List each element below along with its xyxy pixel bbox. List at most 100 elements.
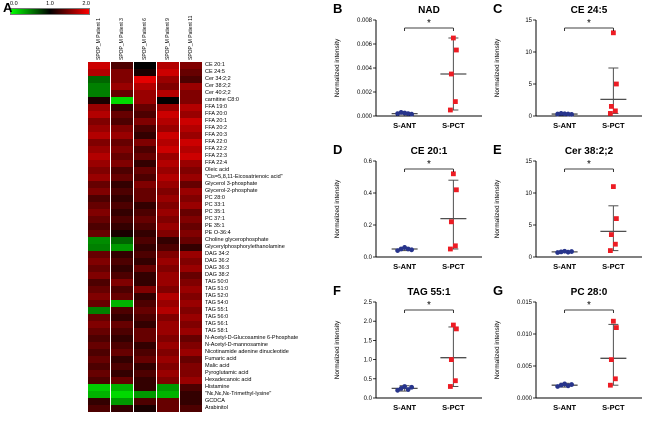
heatmap-row [88, 174, 202, 181]
data-point-s-pct [608, 357, 614, 362]
heatmap-row [88, 216, 202, 223]
y-tick-label: 0.008 [357, 18, 373, 24]
heatmap-cell [88, 391, 110, 398]
heatmap-cell [134, 293, 156, 300]
heatmap-cell [157, 405, 179, 412]
x-group-label: S-ANT [393, 262, 416, 271]
heatmap-cell [134, 167, 156, 174]
heatmap-cell [88, 321, 110, 328]
heatmap-cell [157, 90, 179, 97]
y-tick-label: 2.0 [364, 319, 373, 325]
heatmap-cell [180, 188, 202, 195]
data-point-s-pct [452, 378, 458, 384]
y-axis-label: Normalized intensity [334, 320, 341, 379]
heatmap-row-label: DAG 38:2 [205, 272, 230, 278]
heatmap-cell [111, 258, 133, 265]
heatmap-row-label: TAG 55:1 [205, 307, 229, 313]
panel-label-c: C [493, 1, 503, 16]
data-point-s-pct [607, 248, 613, 253]
significance-star: * [427, 300, 431, 311]
heatmap-row [88, 69, 202, 76]
data-point-s-pct [453, 326, 459, 332]
heatmap-cell [88, 146, 110, 153]
heatmap-cell [134, 321, 156, 328]
heatmap-row-label: GCDCA [205, 398, 225, 404]
data-point-s-ant [569, 249, 575, 254]
scatter-panel-g: G PC 28:0 0.000 0.005 0.010 0.015 Normalized … [490, 282, 650, 423]
heatmap-cell [180, 111, 202, 118]
heatmap-row-label: Nicotinamide adenine dinucleotide [205, 349, 289, 355]
data-point-s-pct [448, 357, 454, 362]
heatmap-row [88, 132, 202, 139]
heatmap-row [88, 62, 202, 69]
heatmap-cell [134, 370, 156, 377]
heatmap-cell [157, 251, 179, 258]
heatmap-colorscale: 0.0 1.0 2.0 [10, 1, 90, 15]
heatmap-cell [134, 363, 156, 370]
heatmap-row-label: Oleic acid [205, 167, 230, 173]
heatmap-cell [111, 97, 133, 104]
heatmap-cell [88, 342, 110, 349]
heatmap-cell [134, 188, 156, 195]
heatmap-cell [134, 244, 156, 251]
heatmap-cell [180, 314, 202, 321]
heatmap-cell [157, 104, 179, 111]
heatmap-cell [134, 76, 156, 83]
heatmap-cell [180, 335, 202, 342]
x-group-label: S-ANT [553, 121, 576, 130]
data-point-s-pct [613, 216, 619, 221]
heatmap-cell [157, 384, 179, 391]
heatmap-cell [180, 398, 202, 405]
heatmap-cell [157, 377, 179, 384]
data-point-s-pct [607, 111, 613, 116]
heatmap-cell [180, 118, 202, 125]
heatmap-cell [111, 167, 133, 174]
y-tick-label: 0.004 [357, 66, 373, 72]
heatmap-cell [111, 307, 133, 314]
heatmap-cell [157, 293, 179, 300]
heatmap-cell [157, 153, 179, 160]
y-tick-label: 0.000 [517, 396, 533, 402]
heatmap-row-label: Cer 38:2;2 [205, 83, 231, 89]
heatmap-row [88, 118, 202, 125]
heatmap-cell [134, 258, 156, 265]
heatmap-cell [88, 97, 110, 104]
heatmap-row [88, 258, 202, 265]
heatmap-cell [88, 223, 110, 230]
heatmap-cell [88, 335, 110, 342]
heatmap-cell [111, 230, 133, 237]
heatmap-row [88, 286, 202, 293]
heatmap-row-label: Glycerylphosphorylethanolamine [205, 244, 285, 250]
heatmap-cell [134, 174, 156, 181]
heatmap-row-label: TAG 50:0 [205, 279, 229, 285]
data-point-s-pct [608, 104, 614, 109]
heatmap-cell [111, 398, 133, 405]
data-point-s-pct [450, 171, 456, 177]
panel-label-d: D [333, 142, 343, 157]
heatmap-cell [157, 279, 179, 286]
heatmap-row-label: PE 35:1 [205, 223, 225, 229]
y-tick-label: 1.5 [364, 338, 373, 344]
heatmap-cell [111, 174, 133, 181]
heatmap-row-label: N-Acetyl-D-Glucosamine 6-Phosphate [205, 335, 299, 341]
heatmap-row-label: CE 24:5 [205, 69, 225, 75]
heatmap-column-headers: SPOP_M Patient 1 SPOP_M Patient 3 SPOP_M P… [88, 5, 203, 60]
heatmap-cell [111, 321, 133, 328]
heatmap-cell [111, 209, 133, 216]
heatmap-cell [134, 237, 156, 244]
heatmap-cell [180, 83, 202, 90]
heatmap-cell [180, 62, 202, 69]
heatmap-row-label: Pyroglutamic acid [205, 370, 249, 376]
heatmap-row-label: TAG 56:1 [205, 321, 229, 327]
data-point-s-pct [453, 187, 459, 193]
data-point-s-pct [447, 107, 453, 113]
heatmap-row [88, 363, 202, 370]
heatmap-cell [88, 314, 110, 321]
heatmap-cell [88, 251, 110, 258]
data-point-s-pct [610, 30, 616, 36]
heatmap-row [88, 321, 202, 328]
heatmap-cell [180, 202, 202, 209]
heatmap-row-label: Cer 40:2;2 [205, 90, 231, 96]
heatmap-row [88, 356, 202, 363]
heatmap-cell [180, 139, 202, 146]
